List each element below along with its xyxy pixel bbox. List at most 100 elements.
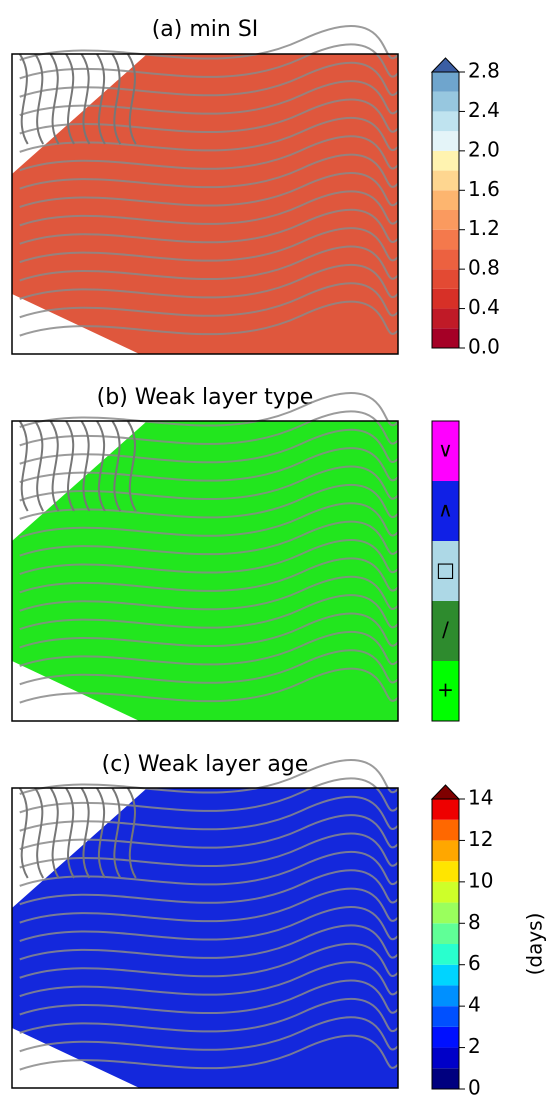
contour-line <box>19 851 399 887</box>
contour-line <box>19 392 399 428</box>
colorbar-segment <box>432 328 459 348</box>
contour-line <box>19 484 399 520</box>
colorbar-segment <box>432 288 459 309</box>
contour-line <box>18 787 29 879</box>
contour-line <box>19 208 399 245</box>
contour-line <box>19 649 399 686</box>
contour-line <box>111 420 122 512</box>
colorbar-segment <box>432 985 459 1007</box>
colorbar-segment <box>432 421 459 481</box>
contour-line <box>19 43 399 80</box>
colorbar-segment <box>432 923 459 944</box>
contour-line <box>19 777 399 814</box>
colorbar-tick-label: 1.2 <box>468 216 500 240</box>
colorbar-segment <box>432 601 459 661</box>
contour-line <box>19 759 399 795</box>
colorbar-tick-label: 0.8 <box>468 256 500 280</box>
colorbar-tick-label: 8 <box>468 910 481 934</box>
colorbar-extend <box>430 784 461 800</box>
colorbar-segment <box>432 308 459 329</box>
contour-line <box>126 787 137 879</box>
colorbar-segment <box>432 840 459 862</box>
colorbar-frame <box>431 71 460 349</box>
colorbar-segment <box>432 964 459 986</box>
colorbar-segment <box>432 1026 459 1048</box>
contour-line <box>19 465 399 502</box>
colorbar-segment <box>432 1047 459 1069</box>
colorbar-segment <box>432 190 459 210</box>
contour-line <box>19 631 399 667</box>
contour-line <box>96 420 106 512</box>
colorbar-segment <box>432 111 459 132</box>
contour-line <box>65 53 75 145</box>
contour-line <box>19 575 399 612</box>
colorbar-symbol: / <box>442 618 449 642</box>
contour-line <box>19 227 399 264</box>
contour-line <box>80 787 91 879</box>
colorbar-tick-label: 14 <box>468 786 493 810</box>
contour-line <box>19 887 399 924</box>
map-frame <box>11 420 399 722</box>
contour-line <box>19 153 399 190</box>
colorbar-segment <box>432 170 459 191</box>
contour-line <box>19 190 399 227</box>
panel-title: (a) min SI <box>152 17 259 42</box>
colorbar-tick-label: 4 <box>468 993 481 1017</box>
colorbar-symbol: ∧ <box>438 498 453 522</box>
contour-line <box>111 787 122 879</box>
colorbar-tick-label: 1.6 <box>468 177 500 201</box>
contour-line <box>19 282 399 319</box>
colorbar-tick-label: 2.4 <box>468 98 500 122</box>
contour-line <box>80 53 91 145</box>
colorbar-tick-label: 12 <box>468 827 493 851</box>
contour-line <box>49 53 60 145</box>
colorbar-segment <box>432 72 459 92</box>
colorbar-segment <box>432 799 459 820</box>
colorbar-segment <box>432 1006 459 1027</box>
colorbar-tick-label: 0.4 <box>468 295 500 319</box>
colorbar-segment <box>432 902 459 924</box>
colorbar-frame <box>431 798 460 1090</box>
contour-line <box>65 787 75 879</box>
colorbar-segment <box>432 131 459 151</box>
contour-line <box>18 53 29 145</box>
contour-line <box>19 942 399 979</box>
colorbar-symbol: ∨ <box>438 438 453 462</box>
contour-line <box>18 420 29 512</box>
contour-line <box>19 135 399 172</box>
map-frame <box>11 53 399 355</box>
contour-line <box>19 80 399 117</box>
contour-line <box>19 264 399 300</box>
colorbar-segment <box>432 91 459 112</box>
contour-line <box>19 61 399 98</box>
contour-line <box>19 117 399 153</box>
contour-line <box>34 53 45 145</box>
contour-line <box>19 998 399 1034</box>
colorbar-tick-label: 6 <box>468 951 481 975</box>
colorbar-tick-label: 0.0 <box>468 335 500 359</box>
contour-line <box>19 410 399 447</box>
contour-line <box>19 906 399 942</box>
contour-line <box>19 594 399 631</box>
contour-line <box>19 612 399 649</box>
colorbar-extend <box>430 57 461 73</box>
colorbar-segment <box>432 150 459 171</box>
contour-line <box>19 979 399 1016</box>
contour-line <box>19 98 399 135</box>
map-frame <box>11 787 399 1089</box>
colorbar-symbol: □ <box>436 558 455 582</box>
contour-line <box>49 420 60 512</box>
colorbar-segment <box>432 819 459 841</box>
colorbar-segment <box>432 1068 459 1089</box>
contour-line <box>19 539 399 575</box>
contour-line <box>96 53 106 145</box>
contour-line <box>19 814 399 851</box>
panel-title: (b) Weak layer type <box>97 385 314 410</box>
colorbar-segment <box>432 210 459 230</box>
contour-line <box>19 667 399 704</box>
colorbar-symbol: + <box>437 678 454 702</box>
colorbar-segment <box>432 229 459 250</box>
contour-line <box>19 1034 399 1071</box>
contour-line <box>34 420 45 512</box>
